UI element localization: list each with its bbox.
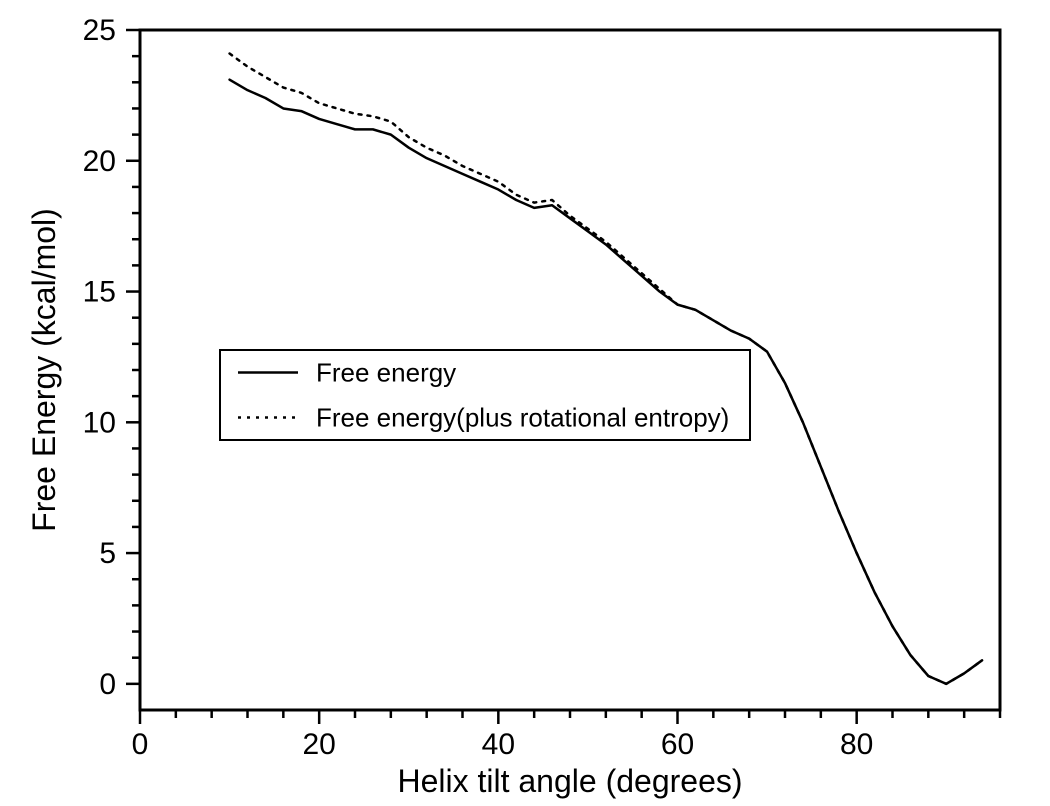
legend-label: Free energy(plus rotational entropy) bbox=[316, 403, 729, 433]
legend-label: Free energy bbox=[316, 358, 456, 388]
y-axis-label: Free Energy (kcal/mol) bbox=[26, 208, 62, 532]
y-tick-label: 20 bbox=[83, 145, 116, 178]
x-tick-label: 20 bbox=[302, 728, 335, 761]
x-axis-label: Helix tilt angle (degrees) bbox=[397, 763, 742, 799]
y-tick-label: 0 bbox=[99, 668, 116, 701]
x-tick-label: 0 bbox=[132, 728, 149, 761]
y-tick-label: 25 bbox=[83, 14, 116, 47]
y-tick-label: 5 bbox=[99, 537, 116, 570]
x-tick-label: 40 bbox=[482, 728, 515, 761]
x-tick-label: 60 bbox=[661, 728, 694, 761]
y-tick-label: 15 bbox=[83, 276, 116, 309]
y-tick-label: 10 bbox=[83, 406, 116, 439]
free-energy-chart: 0 20 40 60 80 Helix tilt angle (degrees) 0 5 10 1… bbox=[0, 0, 1050, 806]
x-tick-label: 80 bbox=[840, 728, 873, 761]
